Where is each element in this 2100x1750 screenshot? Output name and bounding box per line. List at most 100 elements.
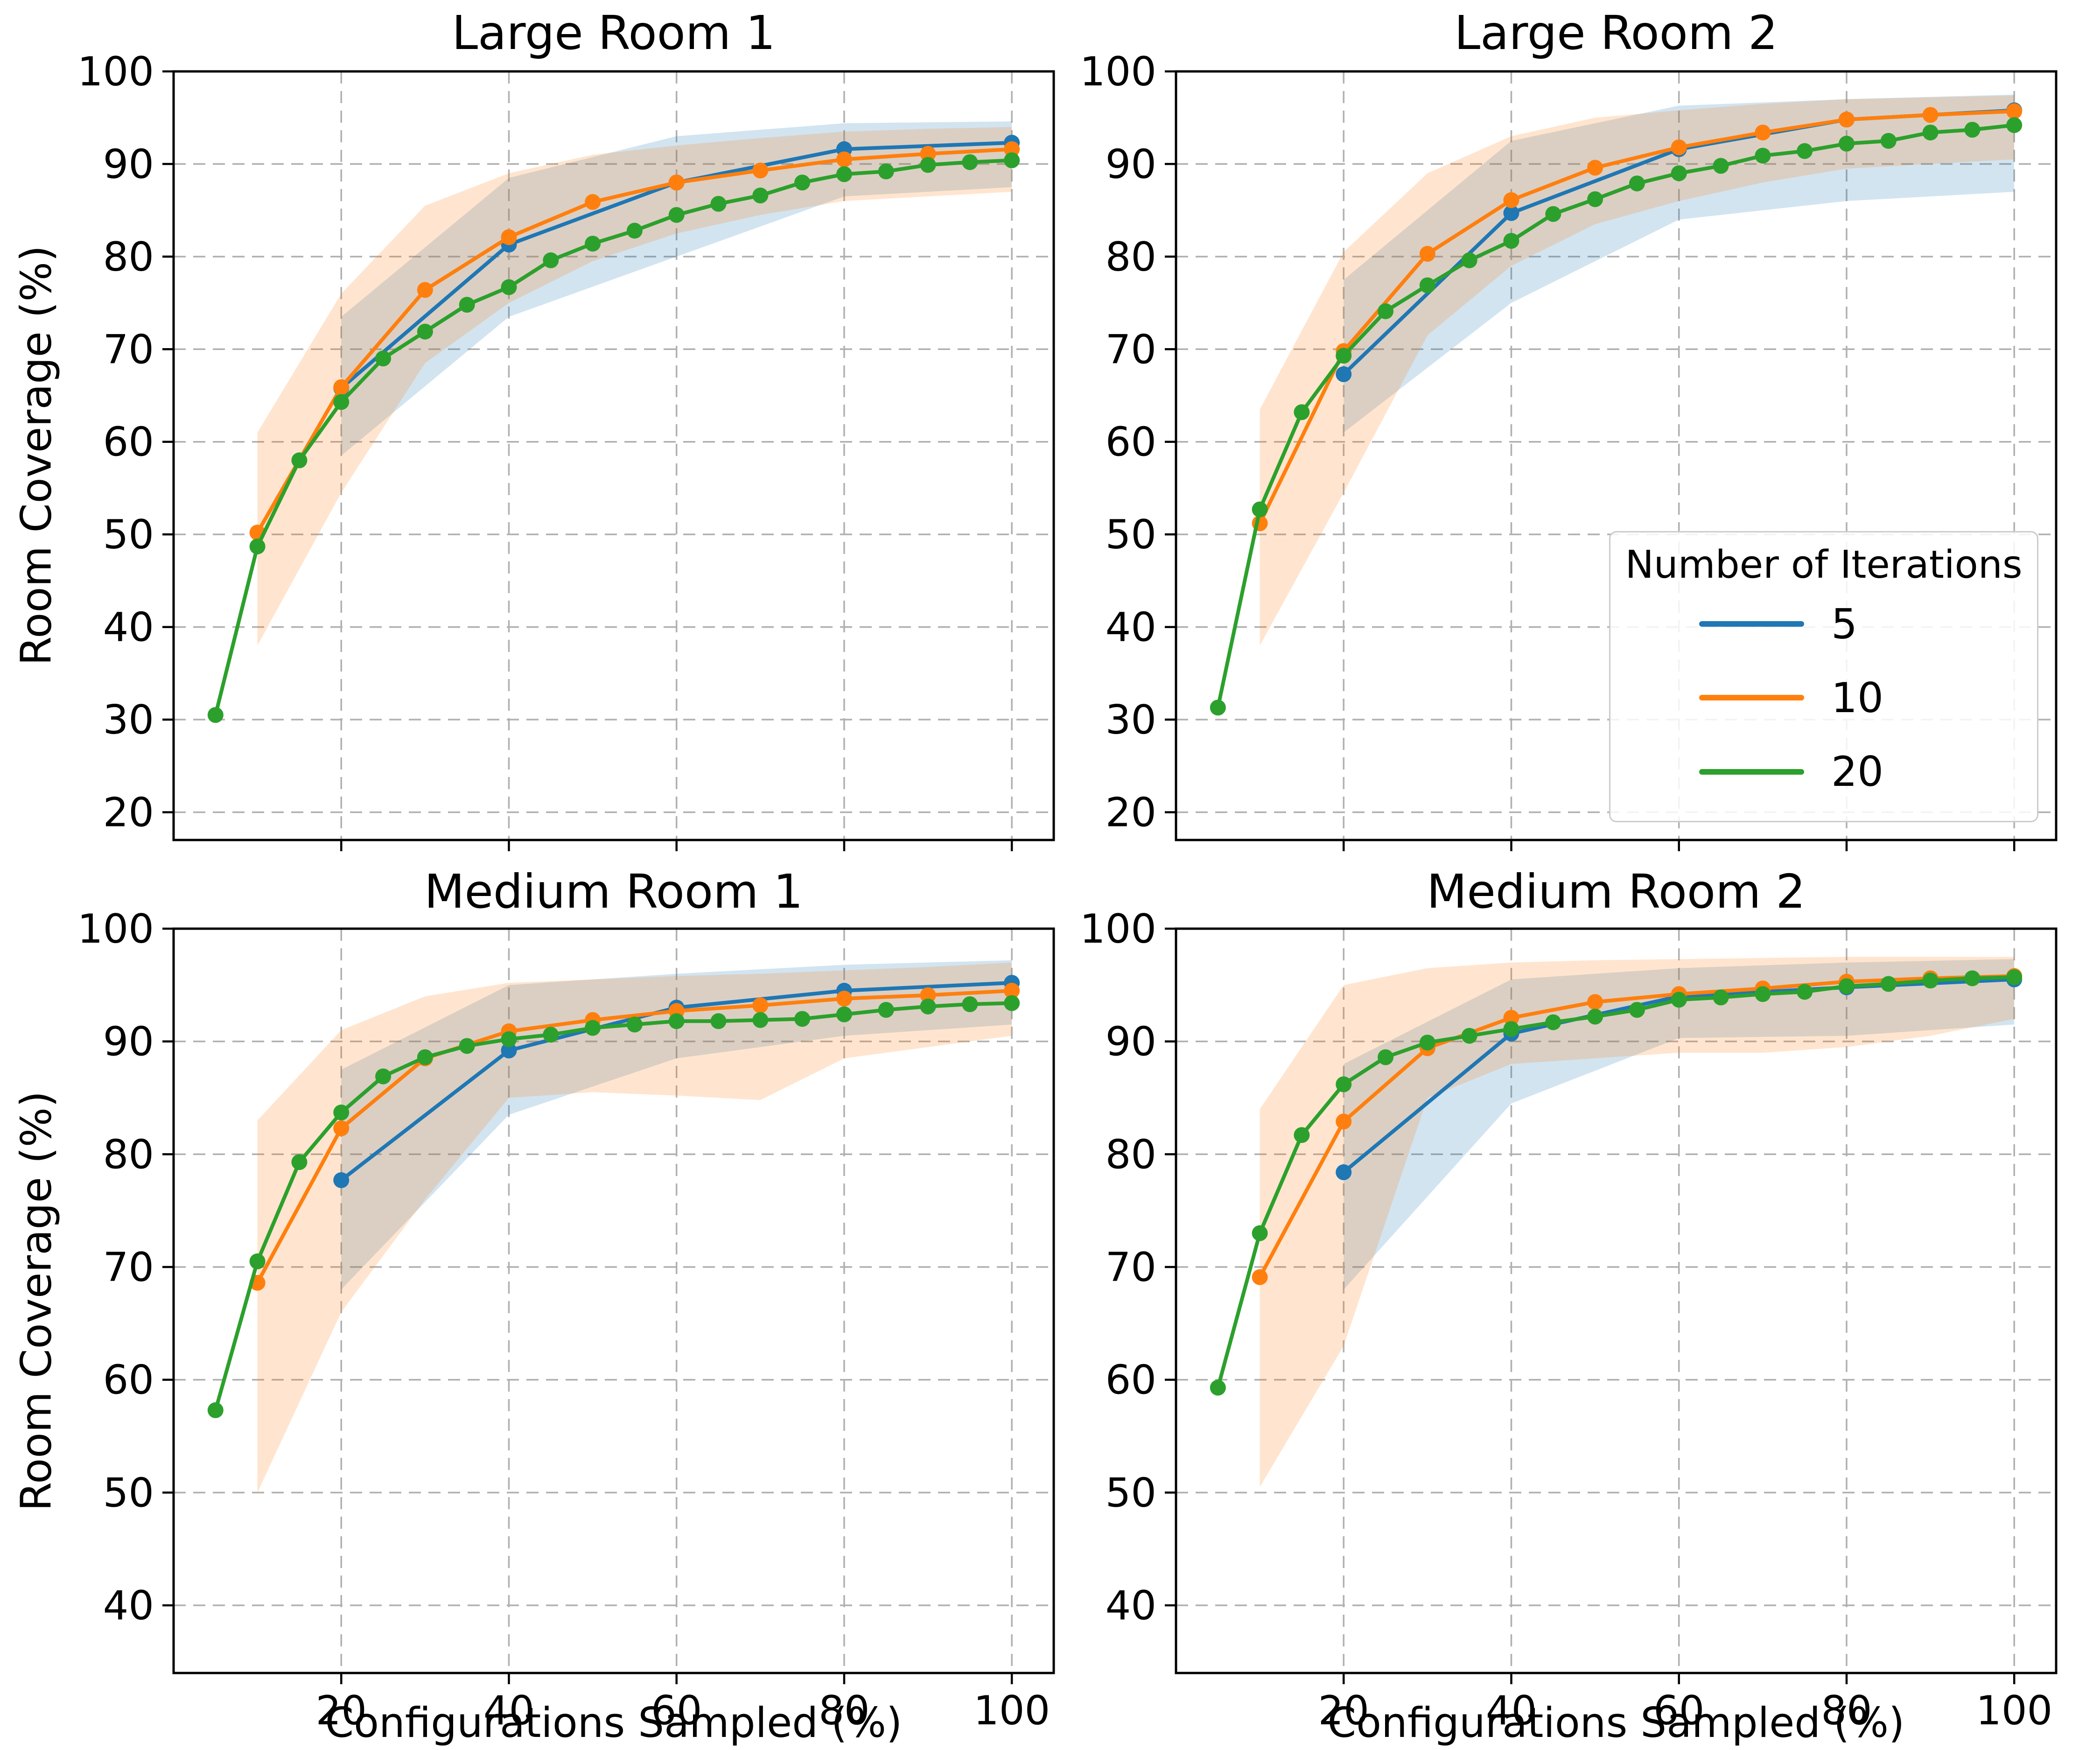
legend-entry-20: 20 <box>1699 735 2023 809</box>
data-point <box>207 707 224 723</box>
y-tick-label: 40 <box>1106 604 1156 651</box>
subplot-title-medium-room-2: Medium Room 2 <box>1427 864 1806 919</box>
data-point <box>291 452 308 469</box>
data-point <box>375 1068 392 1085</box>
y-tick-label: 60 <box>103 419 154 466</box>
data-point <box>1252 1269 1268 1285</box>
data-point <box>1755 124 1771 140</box>
line-series-10 <box>255 147 1014 535</box>
data-point <box>1210 1379 1226 1396</box>
y-tick-label: 90 <box>1106 141 1156 188</box>
data-point <box>585 236 601 252</box>
data-point <box>2006 103 2023 119</box>
markers-series-10 <box>249 141 1020 541</box>
x-axis-label-right: Configurations Sampled (%) <box>1327 1699 1905 1747</box>
data-point <box>1922 107 1939 123</box>
y-tick-label: 100 <box>1080 906 1156 952</box>
data-point <box>1587 1008 1603 1025</box>
data-point <box>1503 192 1519 208</box>
legend-title: Number of Iterations <box>1625 543 2023 587</box>
subplot-medium-room-2: 40 50 60 70 80 90 100 20 40 60 80 100 <box>1080 906 2058 1734</box>
data-point <box>333 379 350 395</box>
y-tick-label: 30 <box>103 697 154 743</box>
data-point <box>333 1104 350 1120</box>
data-point <box>375 350 392 367</box>
data-point <box>249 1253 266 1269</box>
tick-marks <box>162 927 1013 1684</box>
data-point <box>417 1049 433 1065</box>
data-point <box>626 223 643 239</box>
y-tick-label: 60 <box>1106 419 1156 466</box>
data-point <box>668 207 685 223</box>
y-tick-label: 100 <box>1080 49 1156 95</box>
data-point <box>543 252 559 268</box>
data-point <box>920 998 936 1015</box>
y-tick-label: 60 <box>1106 1357 1156 1404</box>
legend: Number of Iterations 5 10 20 <box>1609 531 2038 822</box>
data-point <box>1252 1225 1268 1241</box>
y-tick-label: 70 <box>103 326 154 373</box>
data-point <box>501 279 517 295</box>
band-series-10 <box>1260 95 2015 646</box>
y-tick-label: 100 <box>77 906 154 952</box>
data-point <box>920 157 936 173</box>
data-point <box>878 163 894 180</box>
y-tick-label: 100 <box>77 49 154 95</box>
x-tick-label: 100 <box>973 1687 1050 1734</box>
data-point <box>585 1020 601 1036</box>
y-axis-label-bottom-row: Room Coverage (%) <box>12 1091 61 1512</box>
data-point <box>1210 700 1226 716</box>
x-tick-label: 80 <box>819 1687 869 1734</box>
tick-marks <box>1165 70 2016 851</box>
tick-marks <box>1165 927 2016 1684</box>
legend-entry-label: 10 <box>1831 673 1883 722</box>
data-point <box>417 323 433 340</box>
line-series-10 <box>255 988 1014 1285</box>
data-point <box>333 1120 350 1136</box>
data-point <box>752 997 769 1014</box>
data-point <box>1587 160 1603 176</box>
y-tick-label: 70 <box>1106 1244 1156 1291</box>
data-point <box>1880 976 1897 992</box>
y-tick-label: 50 <box>1106 1470 1156 1516</box>
data-point <box>836 151 852 168</box>
subplot-medium-room-1: 40 50 60 70 80 90 100 20 40 60 80 100 <box>77 906 1055 1734</box>
markers-series-20 <box>207 152 1020 723</box>
data-point <box>1545 206 1561 222</box>
x-tick-label: 80 <box>1821 1687 1872 1734</box>
data-point <box>1252 501 1268 518</box>
data-point <box>710 1013 727 1029</box>
data-point <box>920 146 936 162</box>
data-point <box>1294 404 1310 420</box>
data-point <box>1671 139 1687 155</box>
y-tick-label: 90 <box>103 1019 154 1065</box>
data-point <box>1461 1028 1477 1044</box>
data-point <box>1880 133 1897 149</box>
y-tick-label: 90 <box>103 141 154 188</box>
band-series-5 <box>341 121 1012 456</box>
y-tick-label: 70 <box>103 1244 154 1291</box>
data-point <box>501 229 517 245</box>
data-point <box>2006 117 2023 133</box>
axes-spines <box>172 927 1055 1674</box>
y-tick-label: 80 <box>1106 1131 1156 1178</box>
band-series-10 <box>257 962 1012 1493</box>
x-tick-label: 60 <box>651 1687 702 1734</box>
legend-line-swatch-blue <box>1699 621 1804 627</box>
band-series-10 <box>1260 957 2015 1487</box>
data-point <box>1336 1113 1352 1130</box>
data-point <box>1294 1127 1310 1143</box>
y-tick-label: 40 <box>103 604 154 651</box>
data-point <box>1004 995 1020 1011</box>
legend-entry-10: 10 <box>1699 661 2023 735</box>
data-point <box>1671 992 1687 1008</box>
data-point <box>291 1154 308 1170</box>
x-tick-label: 20 <box>316 1687 367 1734</box>
data-point <box>836 1006 852 1022</box>
band-series-5 <box>1344 94 2015 433</box>
data-point <box>1545 1014 1561 1030</box>
y-tick-label: 80 <box>103 1131 154 1178</box>
legend-line-swatch-green <box>1699 769 1804 775</box>
data-point <box>1378 303 1394 319</box>
data-point <box>459 297 475 313</box>
